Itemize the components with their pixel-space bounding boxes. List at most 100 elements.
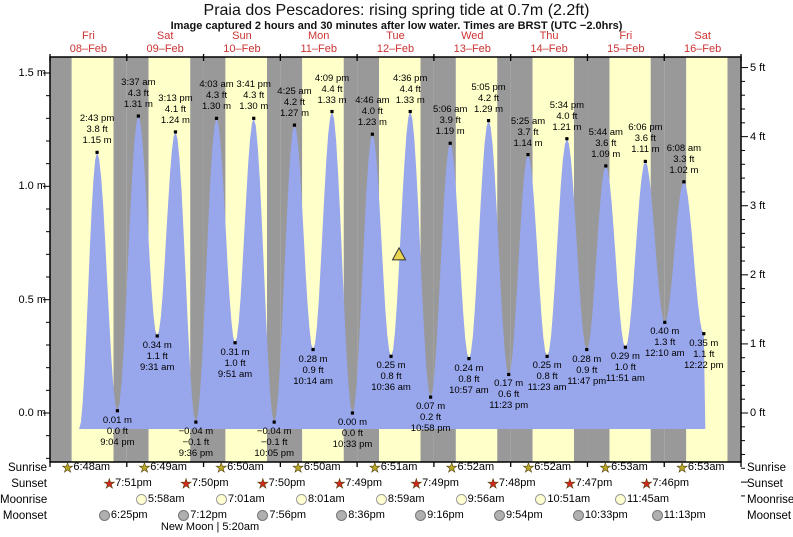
day-column-label: Fri 08–Feb bbox=[69, 30, 108, 55]
sunset-star-icon: ★ bbox=[257, 476, 269, 491]
moonset-time: 9:54pm bbox=[505, 509, 543, 521]
tide-extreme-dot bbox=[350, 411, 355, 415]
sunrise-time: 6:52am bbox=[457, 461, 495, 473]
moonset-icon bbox=[493, 510, 505, 521]
moonrise-time: 10:51am bbox=[547, 493, 591, 505]
low-tide-annotation: 0.25 m 0.8 ft 10:36 am bbox=[371, 360, 411, 394]
sunset-time: 7:48pm bbox=[498, 477, 536, 489]
low-tide-annotation: 0.40 m 1.3 ft 12:10 am bbox=[644, 326, 685, 360]
sunset-star-icon: ★ bbox=[410, 476, 423, 491]
sunrise-time: 6:53am bbox=[611, 461, 648, 473]
sunrise-star-icon: ★ bbox=[522, 460, 535, 475]
tide-extreme-dot bbox=[507, 372, 511, 377]
moonrise-icon bbox=[535, 494, 547, 505]
sunrise-time-entry: ★6:53am bbox=[676, 461, 725, 475]
chart-subtitle: Image captured 2 hours and 30 minutes af… bbox=[170, 20, 623, 32]
left-axis-label: 1.0 m bbox=[18, 180, 46, 193]
tide-extreme-dot bbox=[95, 150, 99, 154]
high-tide-annotation: 3:41 pm 4.3 ft 1.30 m bbox=[236, 79, 271, 113]
moonset-icon bbox=[257, 510, 269, 521]
moonset-time: 6:25pm bbox=[110, 509, 148, 521]
sunset-time-entry: ★7:50pm bbox=[257, 476, 306, 491]
high-tide-annotation: 4:46 am 4.0 ft 1.23 m bbox=[355, 95, 390, 129]
moonrise-time: 8:59am bbox=[387, 493, 425, 505]
moonset-time-entry: 11:13pm bbox=[651, 509, 706, 522]
night-stripe bbox=[343, 57, 358, 462]
moonset-icon bbox=[178, 510, 190, 521]
moonset-icon bbox=[415, 510, 427, 521]
moonset-icon bbox=[336, 510, 348, 521]
sunrise-star-icon: ★ bbox=[599, 460, 612, 475]
sunrise-time: 6:51am bbox=[380, 461, 418, 473]
tide-extreme-dot bbox=[233, 341, 237, 345]
moonset-time-entry: 10:33pm bbox=[572, 509, 628, 522]
tide-extreme-dot bbox=[173, 130, 178, 134]
low-tide-annotation: 0.35 m 1.1 ft 12:22 pm bbox=[683, 337, 724, 371]
sunrise-time: 6:50am bbox=[227, 461, 264, 473]
tide-extreme-dot bbox=[585, 347, 589, 352]
tide-extreme-dot bbox=[623, 345, 627, 349]
moonset-time: 10:33pm bbox=[584, 509, 628, 521]
high-tide-annotation: 3:37 am 4.3 ft 1.31 m bbox=[121, 77, 156, 111]
tide-extreme-dot bbox=[115, 409, 119, 413]
moonset-time-entry: 7:12pm bbox=[178, 509, 227, 522]
day-column-label: Fri 15–Feb bbox=[607, 30, 645, 55]
sunrise-star-icon: ★ bbox=[61, 460, 74, 475]
sunrise-time: 6:52am bbox=[534, 461, 571, 473]
tide-extreme-dot bbox=[682, 180, 686, 184]
day-column-label: Sat 09–Feb bbox=[146, 30, 184, 55]
left-axis-label: 0.0 m bbox=[18, 407, 46, 419]
sunrise-time: 6:49am bbox=[150, 461, 187, 473]
moonrise-time-entry: 11:45am bbox=[615, 493, 669, 506]
tide-extreme-dot bbox=[448, 141, 452, 145]
moonrise-time-entry: 5:58am bbox=[135, 493, 185, 506]
sunset-time: 7:49pm bbox=[422, 477, 459, 489]
moonrise-time: 9:56am bbox=[467, 493, 505, 505]
moonset-time-entry: 6:25pm bbox=[98, 509, 148, 522]
moonrise-row-label-right: Moonrise bbox=[747, 494, 793, 506]
sunset-star-icon: ★ bbox=[487, 476, 499, 491]
low-tide-annotation: 0.28 m 0.9 ft 10:14 am bbox=[293, 353, 333, 387]
moonrise-icon bbox=[615, 494, 627, 505]
moonrise-icon bbox=[216, 494, 227, 505]
tide-extreme-dot bbox=[311, 347, 315, 352]
sunrise-time-entry: ★6:53am bbox=[599, 460, 648, 475]
high-tide-annotation: 4:09 pm 4.4 ft 1.33 m bbox=[314, 72, 350, 106]
sunrise-time-entry: ★6:52am bbox=[446, 461, 495, 475]
high-tide-annotation: 3:13 pm 4.1 ft 1.24 m bbox=[158, 92, 193, 126]
moonset-icon bbox=[98, 510, 110, 521]
moonrise-time-entry: 7:01am bbox=[216, 493, 265, 506]
moonrise-time: 7:01am bbox=[228, 493, 265, 505]
tide-extreme-dot bbox=[467, 356, 471, 361]
low-tide-annotation: 0.25 m 0.8 ft 11:23 am bbox=[527, 360, 567, 394]
left-axis-label: 0.5 m bbox=[18, 293, 46, 306]
high-tide-annotation: 4:25 am 4.2 ft 1.27 m bbox=[277, 86, 312, 120]
tide-extreme-dot bbox=[643, 159, 647, 163]
sunset-row-label-right: Sunset bbox=[747, 478, 783, 490]
low-tide-annotation: −0.04 m −0.1 ft 10:05 pm bbox=[254, 426, 295, 460]
tide-extreme-dot bbox=[292, 123, 297, 127]
tide-extreme-dot bbox=[408, 109, 412, 114]
sunrise-time-entry: ★6:49am bbox=[138, 461, 187, 475]
moonrise-time-entry: 10:51am bbox=[535, 493, 590, 506]
day-column-label: Sat 16–Feb bbox=[683, 30, 722, 55]
high-tide-annotation: 5:44 am 3.6 ft 1.09 m bbox=[588, 126, 623, 160]
sunrise-time-entry: ★6:50am bbox=[292, 461, 341, 475]
sunset-star-icon: ★ bbox=[563, 476, 576, 491]
low-tide-annotation: −0.04 m −0.1 ft 9:36 pm bbox=[178, 426, 214, 460]
sunrise-time-entry: ★6:50am bbox=[215, 460, 264, 475]
night-stripe bbox=[190, 57, 204, 462]
right-axis-label: 2 ft bbox=[750, 268, 766, 281]
moonrise-time-entry: 8:59am bbox=[375, 493, 425, 506]
moonset-time-entry: 9:16pm bbox=[415, 509, 464, 522]
new-moon-note: New Moon | 5:20am bbox=[160, 521, 260, 533]
high-tide-annotation: 5:06 am 3.9 ft 1.19 m bbox=[433, 104, 468, 138]
sunset-star-icon: ★ bbox=[333, 476, 346, 491]
tide-extreme-dot bbox=[526, 152, 530, 157]
sunrise-star-icon: ★ bbox=[215, 460, 228, 475]
sunrise-time: 6:48am bbox=[73, 461, 111, 473]
moonset-time-entry: 9:54pm bbox=[493, 509, 543, 522]
sunrise-time: 6:53am bbox=[687, 461, 725, 473]
